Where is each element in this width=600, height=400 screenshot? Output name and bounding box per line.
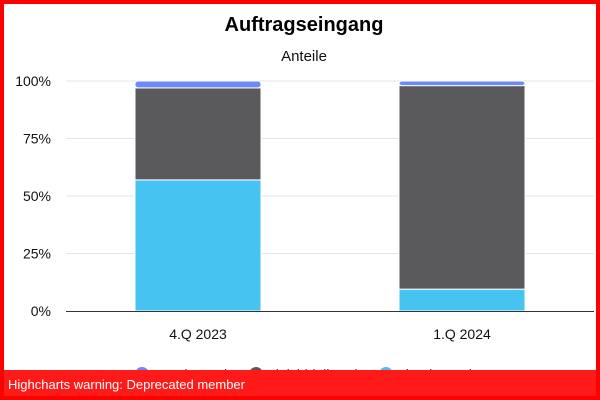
- x-tick-label: 4.Q 2023: [169, 326, 227, 342]
- chart-title: Auftragseingang: [225, 14, 384, 36]
- x-axis: 4.Q 2023 1.Q 2024: [66, 311, 594, 342]
- y-tick-label: 25%: [23, 246, 51, 262]
- chart: Auftragseingang Anteile 0%25%50%75%100% …: [15, 14, 594, 396]
- y-tick-label: 50%: [23, 188, 51, 204]
- chart-subtitle: Anteile: [281, 48, 327, 65]
- x-tick-label: 1.Q 2024: [433, 326, 491, 342]
- bar-segment-abnehmend[interactable]: [134, 179, 262, 312]
- bar-segment-zunehmend[interactable]: [398, 80, 526, 87]
- warning-bar: Highcharts warning: Deprecated member: [4, 370, 596, 396]
- y-tick-label: 100%: [15, 73, 51, 89]
- bar-segment-abnehmend[interactable]: [398, 288, 526, 312]
- y-axis: 0% 25% 50% 75% 100%: [15, 73, 51, 319]
- bar-segment-zunehmend[interactable]: [134, 80, 262, 89]
- y-tick-label: 75%: [23, 131, 51, 147]
- bar-segment-gleichbleibend[interactable]: [134, 87, 262, 181]
- y-tick-label: 0%: [31, 303, 51, 319]
- plot-area: [134, 80, 526, 312]
- bar-segment-gleichbleibend[interactable]: [398, 85, 526, 290]
